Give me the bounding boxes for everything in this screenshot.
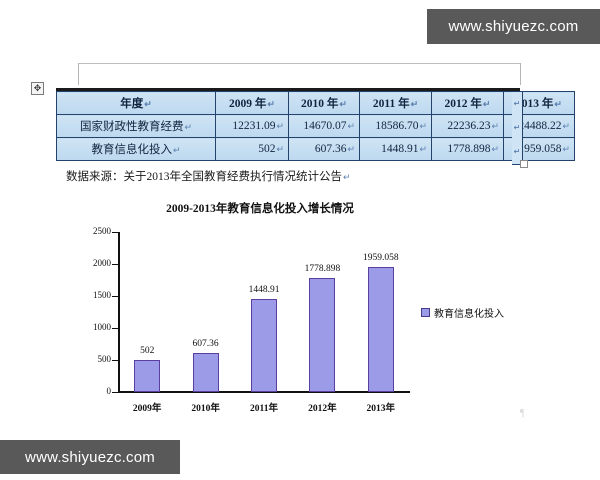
paragraph-mark: ↵ <box>491 121 499 131</box>
table-header-row: 年度↵ 2009 年↵ 2010 年↵ 2011 年↵ 2012 年↵ 2013… <box>56 91 575 115</box>
paragraph-mark: ↵ <box>491 144 499 154</box>
bar[interactable] <box>309 278 336 392</box>
table-row-label-education-informatization-investment[interactable]: 教育信息化投入↵ <box>56 137 216 161</box>
table-cell[interactable]: 607.36↵ <box>288 137 360 161</box>
document-paragraph-mark: ¶ <box>520 408 525 419</box>
y-axis-tick-label: 0 <box>106 386 112 396</box>
table-top-border <box>56 88 520 91</box>
table-cell[interactable]: 1448.91↵ <box>359 137 432 161</box>
table-move-handle-icon[interactable]: ✥ <box>31 82 44 95</box>
bar-value-label: 1448.91 <box>248 285 280 296</box>
paragraph-mark: ↵ <box>554 99 562 109</box>
paragraph-mark: ↵ <box>410 99 419 109</box>
table-end-of-row-marks: ↵ ↵ ↵ <box>512 91 523 165</box>
table-header-cell-2012[interactable]: 2012 年↵ <box>431 91 504 115</box>
y-axis-tick-label: 500 <box>97 354 112 364</box>
bar-value-label: 502 <box>140 345 155 356</box>
x-axis-label: 2010年 <box>191 404 220 414</box>
paragraph-mark: ↵ <box>513 99 521 108</box>
bar[interactable] <box>251 299 277 392</box>
table-row-label-national-fiscal-education-funds[interactable]: 国家财政性教育经费↵ <box>56 114 216 138</box>
source-note: 数据来源：关于2013年全国教育经费执行情况统计公告↵ <box>66 171 351 183</box>
legend-swatch-icon <box>421 308 430 317</box>
paragraph-mark: ↵ <box>276 144 284 154</box>
bar-value-label: 1959.058 <box>362 252 399 263</box>
y-axis-tick <box>112 232 119 233</box>
y-axis-tick <box>112 392 119 393</box>
x-axis-label: 2013年 <box>366 404 396 414</box>
legend-label: 教育信息化投入 <box>434 309 504 320</box>
y-axis-tick <box>112 328 119 329</box>
table-header-cell-2009[interactable]: 2009 年↵ <box>215 91 289 115</box>
paragraph-mark: ↵ <box>562 121 570 131</box>
y-axis-tick <box>112 264 119 265</box>
paragraph-mark: ↵ <box>419 144 427 154</box>
table-header-cell-2011[interactable]: 2011 年↵ <box>359 91 432 115</box>
table-cell[interactable]: 22236.23↵ <box>431 114 504 138</box>
y-axis-tick-label: 1500 <box>93 290 111 300</box>
table-header-cell-year[interactable]: 年度↵ <box>56 91 216 115</box>
paragraph-mark: ↵ <box>562 144 570 154</box>
table-resize-handle[interactable] <box>520 160 528 168</box>
paragraph-mark: ↵ <box>144 99 152 109</box>
table-row: 教育信息化投入↵ 502↵ 607.36↵ 1448.91↵ 1778.898↵… <box>56 137 575 161</box>
x-axis-label: 2011年 <box>250 404 278 414</box>
chart-title: 2009-2013年教育信息化投入增长情况 <box>166 203 354 215</box>
table-cell[interactable]: 12231.09↵ <box>215 114 289 138</box>
paragraph-mark: ↵ <box>184 122 193 132</box>
paragraph-mark: ↵ <box>513 147 521 156</box>
table-row: 国家财政性教育经费↵ 12231.09↵ 14670.07↵ 18586.70↵… <box>56 114 575 138</box>
paragraph-mark: ↵ <box>276 121 284 131</box>
bar-value-label: 1778.898 <box>304 264 341 275</box>
y-axis-tick-label: 2500 <box>93 226 111 236</box>
bar[interactable] <box>192 353 219 392</box>
paragraph-mark: ↵ <box>267 99 275 109</box>
table-cell[interactable]: 1778.898↵ <box>431 137 504 161</box>
education-funding-table: 年度↵ 2009 年↵ 2010 年↵ 2011 年↵ 2012 年↵ 2013… <box>56 88 575 161</box>
chart-legend[interactable]: 教育信息化投入 <box>421 305 504 320</box>
paragraph-mark: ↵ <box>347 121 355 131</box>
watermark-bottom: www.shiyuezc.com <box>0 440 180 474</box>
bar-chart[interactable]: 2009-2013年教育信息化投入增长情况 0 500 1000 1500 2000 25… <box>85 200 555 425</box>
document-margin-tick-left <box>78 63 79 85</box>
paragraph-mark: ↵ <box>513 123 521 132</box>
table-cell[interactable]: 18586.70↵ <box>359 114 432 138</box>
y-axis-tick-label: 2000 <box>93 258 111 268</box>
paragraph-mark: ↵ <box>343 172 351 182</box>
move-cross-icon: ✥ <box>33 83 42 93</box>
bar-value-label: 607.36 <box>192 339 219 350</box>
table-header-cell-2010[interactable]: 2010 年↵ <box>288 91 360 115</box>
y-axis-tick <box>112 296 119 297</box>
x-axis-label: 2012年 <box>308 404 337 414</box>
y-axis <box>118 232 120 392</box>
y-axis-tick-label: 1000 <box>93 322 111 332</box>
watermark-top: www.shiyuezc.com <box>427 9 600 44</box>
y-axis-tick <box>112 360 119 361</box>
paragraph-mark: ↵ <box>172 145 181 155</box>
x-axis-label: 2009年 <box>132 404 162 414</box>
table-cell[interactable]: 14670.07↵ <box>288 114 360 138</box>
table-cell[interactable]: 502↵ <box>215 137 289 161</box>
paragraph-mark: ↵ <box>419 121 427 131</box>
paragraph-mark: ↵ <box>347 144 355 154</box>
paragraph-mark: ↵ <box>482 99 491 109</box>
document-top-rule <box>78 63 521 64</box>
bar[interactable] <box>134 359 161 392</box>
paragraph-mark: ↵ <box>339 99 347 109</box>
document-margin-tick-right <box>520 63 521 85</box>
plot-area <box>118 232 410 392</box>
bar[interactable] <box>367 266 394 392</box>
